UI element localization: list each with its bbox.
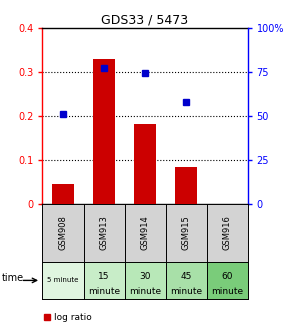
Text: 5 minute: 5 minute [47,277,79,284]
Text: minute: minute [129,287,161,296]
Text: 45: 45 [180,272,192,281]
Text: minute: minute [88,287,120,296]
Text: minute: minute [170,287,202,296]
Title: GDS33 / 5473: GDS33 / 5473 [101,14,189,26]
Text: GSM916: GSM916 [223,215,231,250]
Bar [93,59,115,204]
Bar [175,167,197,204]
Text: GSM914: GSM914 [141,215,149,250]
Text: log ratio: log ratio [54,313,92,322]
Text: time: time [1,273,24,283]
Text: 15: 15 [98,272,110,281]
Bar [134,124,156,204]
Text: 60: 60 [221,272,233,281]
Text: GSM908: GSM908 [59,215,67,250]
Text: GSM913: GSM913 [100,215,108,250]
Text: minute: minute [211,287,243,296]
Bar [52,184,74,204]
Text: 30: 30 [139,272,151,281]
Text: GSM915: GSM915 [182,215,190,250]
